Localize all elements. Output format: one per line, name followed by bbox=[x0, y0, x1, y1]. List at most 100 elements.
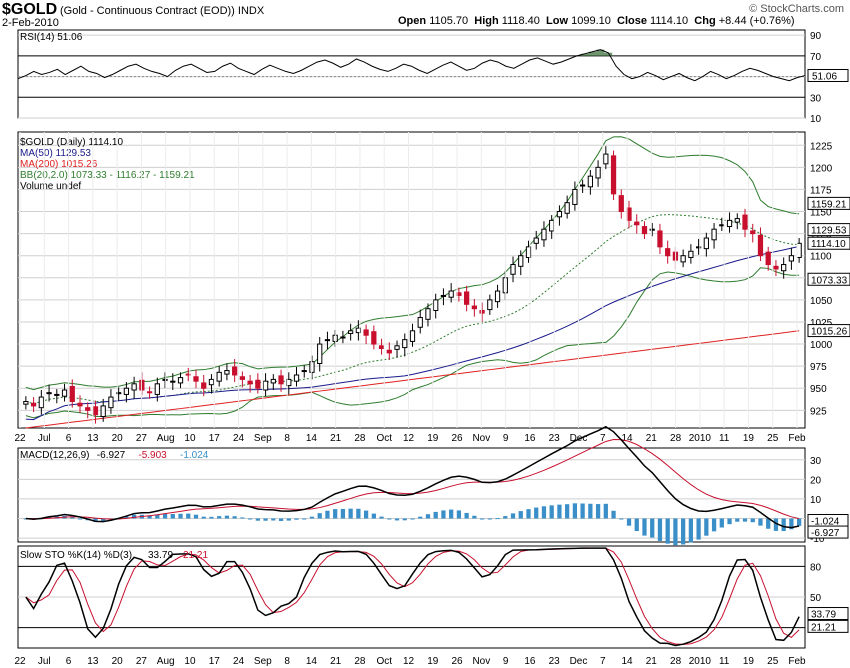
candle-body bbox=[734, 218, 740, 223]
macd-hist-bar bbox=[441, 510, 446, 519]
macd-hist-bar bbox=[719, 518, 724, 528]
symbol-description: (Gold - Continuous Contract (EOD)) INDX bbox=[60, 5, 264, 17]
price-tick-label: 1150 bbox=[810, 208, 832, 219]
candle-body bbox=[324, 339, 331, 342]
macd-hist-bar bbox=[217, 516, 222, 519]
x-axis-label: 10 bbox=[184, 433, 196, 444]
x-axis-label-bottom: 6 bbox=[66, 656, 72, 667]
bb-middle-line bbox=[25, 214, 800, 405]
macd-hist-bar bbox=[317, 513, 322, 519]
macd-hist-bar bbox=[510, 513, 516, 519]
macd-hist-bar bbox=[178, 513, 183, 519]
macd-hist-bar bbox=[379, 516, 384, 519]
candle-body bbox=[317, 343, 323, 364]
candle-body bbox=[649, 228, 655, 231]
x-axis-label-bottom: Oct bbox=[376, 656, 392, 667]
macd-hist-bar bbox=[325, 510, 330, 519]
x-axis-label: 21 bbox=[646, 433, 658, 444]
price-tick-label: 1050 bbox=[810, 296, 833, 307]
candle-body bbox=[208, 378, 215, 386]
sto-k-line bbox=[25, 547, 800, 647]
x-axis-label-bottom: Feb bbox=[788, 656, 806, 667]
candle-body bbox=[579, 184, 586, 187]
x-axis-label: 22 bbox=[14, 433, 26, 444]
close-label: Close bbox=[617, 15, 647, 27]
macd-hist-bar bbox=[410, 518, 415, 520]
macd-hist-bar bbox=[286, 518, 291, 521]
price-legend-item: MA(50) 1129.53 bbox=[20, 148, 91, 159]
price-tick-label: 1225 bbox=[810, 141, 833, 152]
candle-body bbox=[54, 393, 60, 396]
x-axis-label-bottom: 9 bbox=[503, 656, 509, 667]
candle-body bbox=[417, 317, 423, 328]
macd-hist-bar bbox=[232, 516, 237, 519]
macd-hist-bar bbox=[255, 518, 260, 521]
x-axis-label: 19 bbox=[427, 433, 439, 444]
candle-body bbox=[425, 308, 431, 320]
candle-body bbox=[603, 153, 609, 165]
macd-hist-bar bbox=[557, 504, 562, 519]
candle-body bbox=[92, 406, 99, 416]
macd-hist-bar bbox=[595, 504, 601, 519]
macd-hist-bar bbox=[565, 504, 570, 519]
rsi-panel-frame bbox=[17, 29, 806, 119]
x-axis-label-bottom: 13 bbox=[87, 656, 99, 667]
macd-hist-bar bbox=[626, 518, 632, 526]
macd-hist-bar bbox=[186, 513, 191, 519]
x-axis-label: Jul bbox=[38, 433, 51, 444]
macd-hist-bar bbox=[77, 518, 83, 520]
macd-hist-bar bbox=[611, 510, 616, 519]
candle-body bbox=[618, 195, 624, 213]
quote-bar: Open 1105.70 High 1118.40 Low 1099.10 Cl… bbox=[398, 15, 795, 27]
macd-hist-bar bbox=[688, 518, 694, 543]
candle-body bbox=[239, 376, 246, 380]
macd-hist-bar bbox=[394, 518, 400, 521]
x-axis-label-bottom: 25 bbox=[767, 656, 779, 667]
candle-body bbox=[255, 379, 261, 389]
candle-body bbox=[711, 228, 717, 241]
candle-body bbox=[719, 224, 725, 227]
x-axis-label-bottom: 16 bbox=[524, 656, 536, 667]
price-tick-label: 950 bbox=[810, 384, 827, 395]
macd-hist-bar bbox=[418, 516, 423, 519]
x-axis-label: 9 bbox=[503, 433, 509, 444]
candle-body bbox=[293, 374, 300, 382]
candle-body bbox=[765, 251, 771, 266]
candle-body bbox=[510, 264, 516, 275]
macd-tick-label: 30 bbox=[810, 456, 822, 467]
macd-hist-bar bbox=[263, 518, 268, 521]
macd-hist-bar bbox=[696, 518, 701, 540]
brand-logo[interactable]: © StockCharts.com bbox=[749, 3, 844, 15]
macd-hist-bar bbox=[294, 518, 299, 520]
candle-body bbox=[363, 329, 369, 336]
high-label: High bbox=[474, 15, 499, 27]
candle-body bbox=[61, 389, 68, 397]
chg-value: +8.44 (+0.76%) bbox=[718, 15, 795, 27]
macd-hist-bar bbox=[340, 508, 346, 519]
x-axis-label-bottom: 14 bbox=[621, 656, 633, 667]
sto-tick-label: 80 bbox=[810, 562, 822, 573]
macd-hist-bar bbox=[727, 518, 732, 525]
candle-body bbox=[216, 371, 222, 382]
price-tag-text-bb_lower: 1073.33 bbox=[811, 275, 848, 286]
macd-hist-bar bbox=[348, 508, 353, 519]
macd-hist-bar bbox=[124, 516, 129, 519]
macd-line bbox=[25, 425, 800, 529]
macd-hist-bar bbox=[201, 516, 206, 519]
x-axis-label: Aug bbox=[157, 433, 175, 444]
x-axis-label: 27 bbox=[136, 433, 148, 444]
candle-body bbox=[69, 385, 75, 402]
price-tag-text-bb_upper: 1159.21 bbox=[811, 199, 847, 210]
candle-body bbox=[726, 219, 733, 228]
price-tag-text-ma50: 1129.53 bbox=[811, 226, 847, 237]
rsi-tick-label: 90 bbox=[810, 31, 822, 42]
sto-tag-d bbox=[807, 619, 849, 633]
macd-hist-bar bbox=[464, 512, 469, 519]
x-axis-label-bottom: Aug bbox=[157, 656, 175, 667]
macd-tag-line bbox=[807, 525, 849, 539]
chart-date: 2-Feb-2010 bbox=[2, 17, 59, 29]
x-axis-label: Oct bbox=[376, 433, 392, 444]
candle-body bbox=[572, 188, 578, 205]
x-axis-label: 28 bbox=[670, 433, 682, 444]
